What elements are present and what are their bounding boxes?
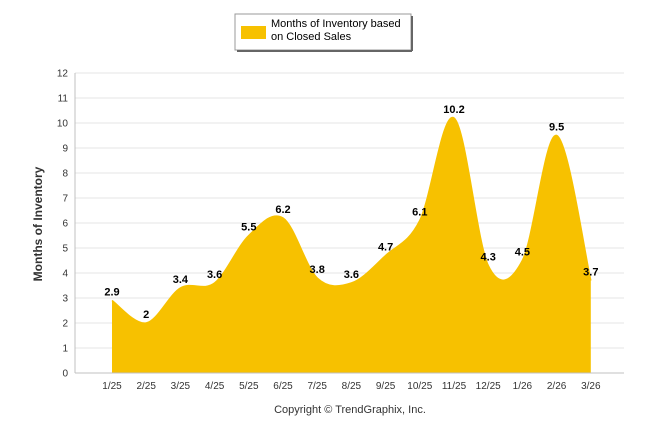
x-tick-label: 2/26 (547, 381, 567, 392)
data-label: 3.4 (173, 274, 189, 286)
x-tick-label: 11/25 (442, 381, 467, 392)
x-tick-label: 2/25 (136, 381, 156, 392)
y-tick-label: 2 (62, 319, 68, 330)
x-tick-label: 6/25 (273, 381, 293, 392)
y-tick-label: 8 (62, 169, 68, 180)
area-fill (112, 117, 591, 374)
x-tick-label: 1/26 (513, 381, 533, 392)
data-label: 5.5 (241, 222, 256, 234)
x-tick-label: 5/25 (239, 381, 259, 392)
data-label: 6.2 (275, 204, 290, 216)
legend-entry-line-1: Months of Inventory based (271, 18, 401, 30)
data-label: 4.5 (515, 247, 530, 259)
legend-swatch (241, 26, 266, 39)
x-tick-label: 8/25 (342, 381, 362, 392)
y-axis-title: Months of Inventory (31, 166, 45, 281)
x-tick-label: 12/25 (476, 381, 501, 392)
x-tick-label: 7/25 (307, 381, 327, 392)
copyright-text: Copyright © TrendGraphix, Inc. (274, 404, 426, 416)
legend: Months of Inventory based on Closed Sale… (234, 13, 413, 52)
data-label: 3.8 (310, 264, 325, 276)
legend-entry-line-2: on Closed Sales (271, 31, 352, 43)
data-label: 4.7 (378, 242, 393, 254)
x-tick-label: 9/25 (376, 381, 396, 392)
data-label: 4.3 (481, 252, 496, 264)
y-tick-label: 11 (58, 94, 69, 105)
x-tick-label: 4/25 (205, 381, 225, 392)
data-label: 6.1 (412, 207, 427, 219)
y-tick-label: 0 (62, 369, 68, 380)
area-series (111, 117, 592, 374)
area-line (111, 117, 592, 324)
data-labels: 2.9 2 3.4 3.6 5.5 6.2 3.8 3.6 4.7 6.1 10.2 4.3 4.5 9.… (104, 104, 598, 321)
y-tick-label: 12 (57, 69, 69, 80)
data-label: 2.9 (104, 287, 119, 299)
x-tick-label: 3/25 (171, 381, 191, 392)
x-tick-label: 1/25 (102, 381, 122, 392)
y-tick-label: 10 (57, 119, 69, 130)
y-tick-label: 1 (62, 344, 68, 355)
x-tick-label: 3/26 (581, 381, 601, 392)
y-tick-label: 6 (62, 219, 68, 230)
y-tick-label: 9 (62, 144, 68, 155)
y-tick-label: 3 (62, 294, 68, 305)
data-label: 10.2 (443, 104, 464, 116)
y-tick-label: 7 (62, 194, 68, 205)
data-label: 3.6 (207, 269, 222, 281)
data-label: 3.6 (344, 269, 359, 281)
y-tick-label: 5 (62, 244, 68, 255)
data-label: 3.7 (583, 267, 598, 279)
data-label: 2 (143, 309, 149, 321)
x-tick-label: 10/25 (407, 381, 432, 392)
axes (74, 73, 624, 374)
y-tick-label: 4 (62, 269, 68, 280)
data-label: 9.5 (549, 122, 564, 134)
x-tick-labels: 1/25 2/25 3/25 4/25 5/25 6/25 7/25 8/25 9/25 10/2… (102, 381, 601, 392)
